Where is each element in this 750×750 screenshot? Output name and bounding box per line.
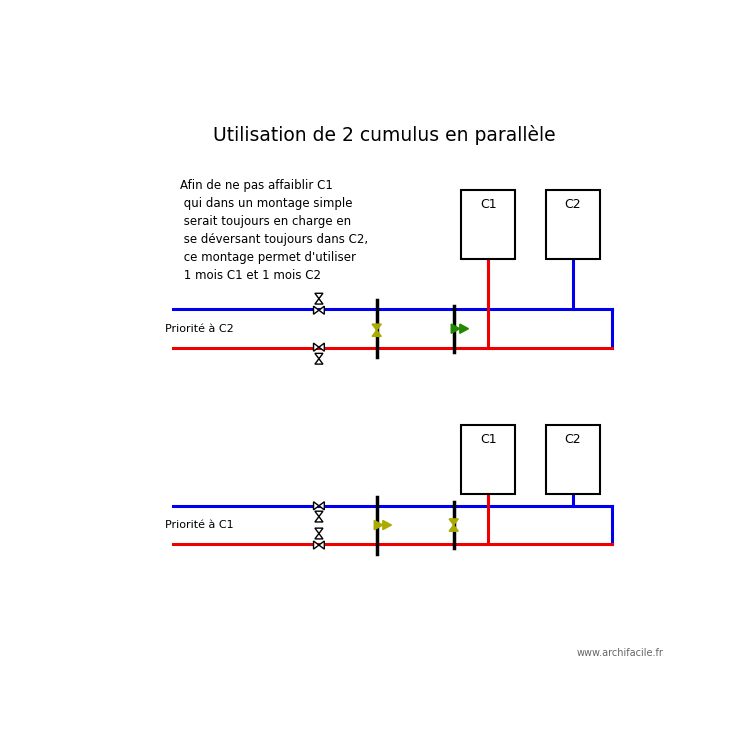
Polygon shape [315,528,323,533]
Bar [546,190,600,260]
Polygon shape [319,306,324,314]
Text: C2: C2 [565,198,581,211]
Text: C1: C1 [480,198,496,211]
Polygon shape [315,533,323,539]
Text: C1: C1 [480,433,496,445]
Polygon shape [315,512,323,517]
Polygon shape [315,353,323,358]
Polygon shape [382,520,392,530]
Polygon shape [319,541,324,549]
Text: Afin de ne pas affaiblir C1
 qui dans un montage simple
 serait toujours en char: Afin de ne pas affaiblir C1 qui dans un … [180,178,368,281]
Polygon shape [315,517,323,522]
Polygon shape [319,344,324,351]
Bar [461,190,515,260]
Polygon shape [372,324,381,330]
Polygon shape [315,293,323,298]
Text: Priorité à C2: Priorité à C2 [165,324,234,334]
Polygon shape [315,298,323,304]
Text: Priorité à C1: Priorité à C1 [165,520,233,530]
Text: C2: C2 [565,433,581,445]
Polygon shape [314,306,319,314]
Polygon shape [449,525,458,531]
Polygon shape [452,324,460,333]
Polygon shape [374,520,382,530]
Polygon shape [460,324,469,333]
Polygon shape [372,330,381,337]
Bar [461,425,515,494]
Polygon shape [315,358,323,364]
Polygon shape [314,502,319,510]
Polygon shape [314,344,319,351]
Bar [546,425,600,494]
Text: Utilisation de 2 cumulus en parallèle: Utilisation de 2 cumulus en parallèle [213,124,556,145]
Polygon shape [449,519,458,525]
Polygon shape [319,502,324,510]
Text: www.archifacile.fr: www.archifacile.fr [577,648,664,658]
Polygon shape [314,541,319,549]
